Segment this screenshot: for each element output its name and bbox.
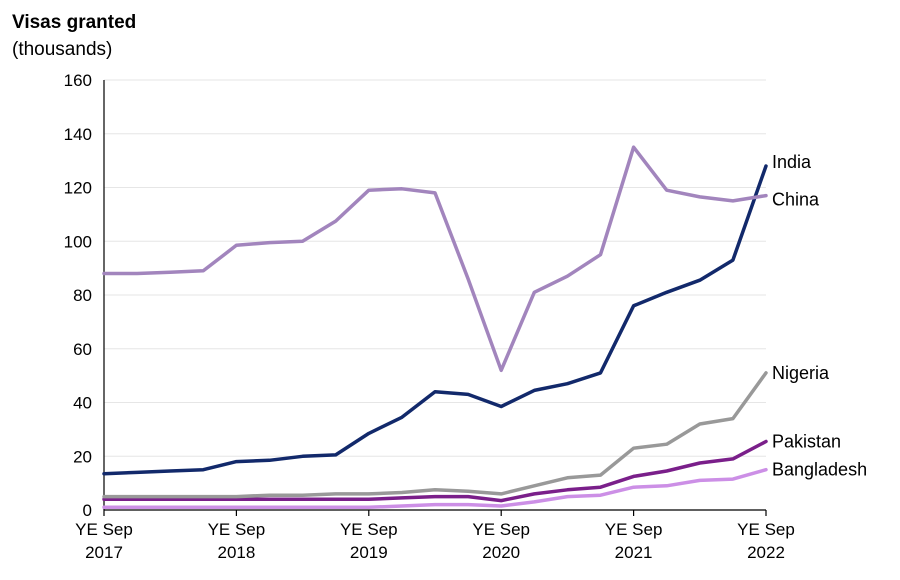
x-tick-label: YE Sep xyxy=(75,520,133,539)
series-label-nigeria: Nigeria xyxy=(772,363,830,383)
x-tick-label: 2019 xyxy=(350,543,388,562)
x-tick-label: 2017 xyxy=(85,543,123,562)
x-tick-label: YE Sep xyxy=(605,520,663,539)
y-tick-label: 100 xyxy=(64,232,92,251)
series-line-pakistan xyxy=(102,439,768,503)
x-tick-label: 2018 xyxy=(217,543,255,562)
series-lines xyxy=(102,145,768,510)
x-tick-label: YE Sep xyxy=(340,520,398,539)
series-label-china: China xyxy=(772,190,820,210)
series-labels: China India Nigeria Pakistan Bangladesh xyxy=(772,152,867,480)
y-tick-label: 140 xyxy=(64,125,92,144)
chart-title: Visas granted xyxy=(12,12,136,33)
series-line-nigeria xyxy=(102,371,768,499)
x-axis-ticks: YE Sep 2017 YE Sep 2018 YE Sep 2019 YE Sep 2020… xyxy=(75,510,795,562)
y-axis-ticks: 0 20 40 60 80 100 120 140 160 xyxy=(64,71,92,520)
chart-subtitle: (thousands) xyxy=(12,39,112,60)
y-tick-label: 60 xyxy=(73,340,92,359)
x-tick-label: YE Sep xyxy=(208,520,266,539)
series-label-india: India xyxy=(772,152,812,172)
y-tick-label: 160 xyxy=(64,71,92,90)
y-tick-label: 0 xyxy=(83,501,92,520)
series-line-china xyxy=(102,145,768,373)
x-tick-label: 2020 xyxy=(482,543,520,562)
gridlines xyxy=(104,79,766,457)
x-tick-label: YE Sep xyxy=(737,520,795,539)
series-label-pakistan: Pakistan xyxy=(772,431,841,451)
y-tick-label: 120 xyxy=(64,179,92,198)
x-tick-label: 2021 xyxy=(615,543,653,562)
y-tick-label: 40 xyxy=(73,394,92,413)
x-tick-label: 2022 xyxy=(747,543,785,562)
y-tick-label: 20 xyxy=(73,447,92,466)
series-line-bangladesh xyxy=(102,467,768,510)
x-tick-label: YE Sep xyxy=(472,520,530,539)
series-line-india xyxy=(102,164,768,476)
y-tick-label: 80 xyxy=(73,286,92,305)
axes xyxy=(103,80,766,511)
series-label-bangladesh: Bangladesh xyxy=(772,460,867,480)
